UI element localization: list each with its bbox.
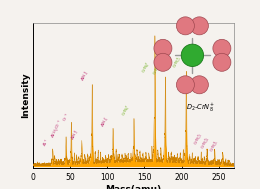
Text: CrN$_9^+$: CrN$_9^+$ [151, 62, 164, 77]
Text: Cr$^+$: Cr$^+$ [61, 112, 72, 123]
Text: $D_{2}$-CrN$_{8}^{+}$: $D_{2}$-CrN$_{8}^{+}$ [186, 102, 214, 114]
Text: CrN$_{14}^+$: CrN$_{14}^+$ [199, 136, 213, 151]
Circle shape [190, 76, 208, 94]
Circle shape [213, 39, 231, 57]
Circle shape [213, 53, 231, 71]
Text: Al$^+$: Al$^+$ [41, 137, 51, 148]
Text: Al(H$_2$O)$^+$: Al(H$_2$O)$^+$ [49, 118, 65, 140]
X-axis label: Mass(amu): Mass(amu) [105, 185, 161, 189]
Text: CrN$_8^+$: CrN$_8^+$ [140, 60, 153, 75]
Circle shape [154, 39, 172, 57]
Text: AlN$_4^+$: AlN$_4^+$ [79, 68, 92, 83]
Text: CrN$_{13}^+$: CrN$_{13}^+$ [192, 132, 205, 147]
Text: CrN$_6^+$: CrN$_6^+$ [120, 103, 133, 118]
Text: AlN$_3^+$: AlN$_3^+$ [69, 127, 82, 142]
Circle shape [154, 53, 172, 71]
Text: CrN$_{11}^+$: CrN$_{11}^+$ [171, 55, 185, 70]
Circle shape [181, 44, 204, 67]
Circle shape [177, 17, 194, 35]
Circle shape [190, 17, 208, 35]
Text: CrN$_{15}^+$: CrN$_{15}^+$ [208, 138, 222, 154]
Text: AlN$_6^+$: AlN$_6^+$ [99, 114, 112, 129]
Circle shape [177, 76, 194, 94]
Y-axis label: Intensity: Intensity [21, 73, 30, 118]
